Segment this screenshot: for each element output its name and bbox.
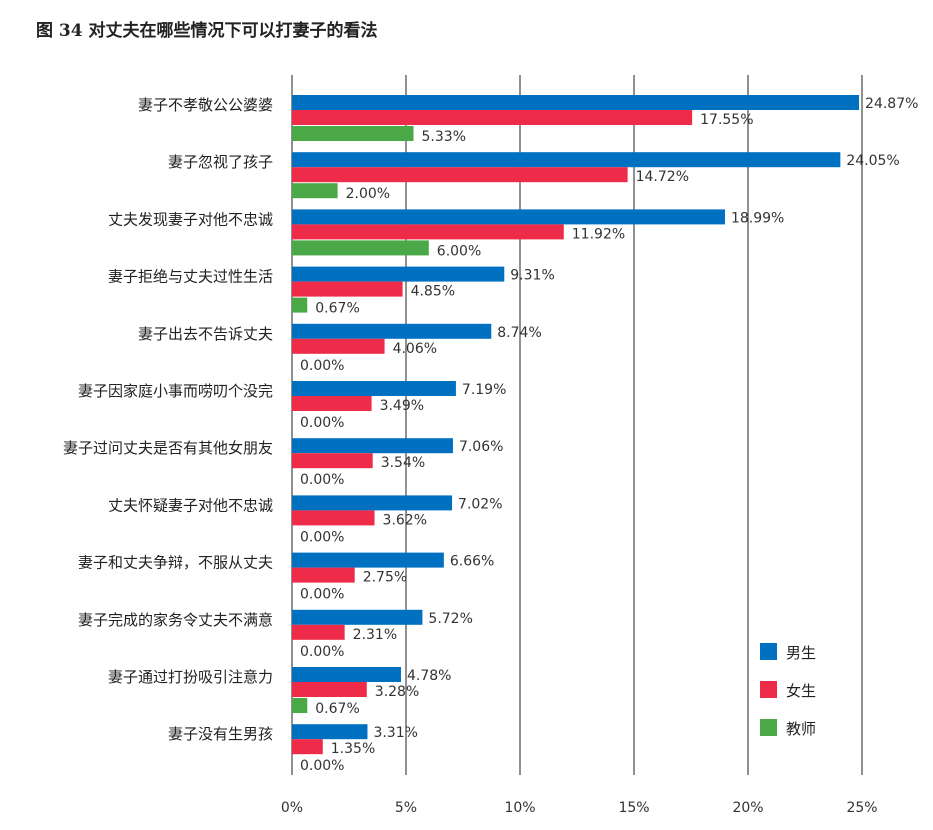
data-label: 0.00% [300, 472, 344, 488]
bar-教师 [292, 183, 338, 199]
legend-swatch [760, 719, 777, 736]
data-label: 6.66% [450, 554, 494, 570]
category-label: 妻子拒绝与丈夫过性生活 [108, 268, 273, 286]
bar-女生 [292, 682, 367, 697]
bar-男生 [292, 209, 725, 225]
data-label: 24.05% [846, 153, 899, 169]
data-label: 4.06% [393, 341, 437, 357]
bar-男生 [292, 667, 401, 682]
legend-label: 教师 [786, 720, 816, 738]
data-label: 0.00% [300, 644, 344, 660]
data-label: 9.31% [510, 268, 554, 284]
x-tick-label: 15% [618, 800, 649, 816]
category-label: 妻子完成的家务令丈夫不满意 [78, 611, 273, 629]
legend-label: 女生 [786, 682, 816, 700]
category-label: 妻子和丈夫争辩，不服从丈夫 [78, 554, 273, 572]
bar-教师 [292, 126, 414, 141]
category-label: 妻子忽视了孩子 [168, 153, 273, 171]
data-label: 4.78% [407, 668, 451, 684]
chart-title: 图 34 对丈夫在哪些情况下可以打妻子的看法 [36, 21, 378, 41]
data-label: 8.74% [497, 325, 541, 341]
data-label: 2.75% [363, 570, 407, 586]
bar-男生 [292, 724, 368, 740]
bar-女生 [292, 510, 375, 526]
bar-女生 [292, 567, 355, 583]
bar-女生 [292, 110, 693, 125]
data-label: 0.00% [300, 529, 344, 545]
bar-女生 [292, 281, 403, 297]
bar-教师 [292, 297, 308, 313]
data-label: 2.31% [353, 627, 397, 643]
data-label: 11.92% [572, 226, 625, 242]
data-label: 0.00% [300, 415, 344, 431]
data-label: 7.19% [462, 382, 506, 398]
x-tick-label: 5% [395, 800, 417, 816]
category-label: 妻子通过打扮吸引注意力 [108, 668, 273, 686]
data-label: 2.00% [346, 186, 390, 202]
bar-男生 [292, 152, 841, 168]
category-label: 妻子不孝敬公公婆婆 [138, 96, 273, 114]
bar-女生 [292, 396, 372, 411]
bar-男生 [292, 438, 453, 454]
bar-男生 [292, 552, 444, 568]
bar-男生 [292, 323, 492, 339]
data-label: 4.85% [411, 284, 455, 300]
x-tick-label: 20% [732, 800, 763, 816]
category-label: 丈夫发现妻子对他不忠诚 [108, 210, 273, 228]
data-label: 14.72% [636, 169, 689, 185]
bar-女生 [292, 453, 373, 469]
legend-label: 男生 [786, 644, 816, 662]
data-label: 5.33% [422, 129, 466, 145]
data-label: 7.06% [459, 439, 503, 455]
data-label: 3.28% [375, 684, 419, 700]
data-label: 7.02% [458, 496, 502, 512]
data-label: 18.99% [731, 210, 784, 226]
legend-swatch [760, 681, 777, 698]
x-tick-label: 10% [504, 800, 535, 816]
data-label: 17.55% [700, 112, 753, 128]
data-label: 1.35% [331, 741, 375, 757]
category-label: 丈夫怀疑妻子对他不忠诚 [108, 496, 273, 514]
data-label: 3.31% [373, 725, 417, 741]
x-tick-label: 25% [846, 800, 877, 816]
data-label: 0.00% [300, 587, 344, 603]
data-label: 0.67% [315, 301, 359, 317]
bar-教师 [292, 698, 308, 713]
bar-女生 [292, 338, 385, 354]
bar-女生 [292, 167, 628, 183]
bar-男生 [292, 381, 456, 396]
x-tick-label: 0% [281, 800, 303, 816]
category-label: 妻子没有生男孩 [168, 725, 273, 743]
data-label: 0.00% [300, 758, 344, 774]
category-label: 妻子出去不告诉丈夫 [138, 325, 273, 343]
category-label: 妻子过问丈夫是否有其他女朋友 [63, 439, 273, 457]
data-label: 3.62% [383, 512, 427, 528]
bar-男生 [292, 495, 453, 511]
data-label: 0.00% [300, 358, 344, 374]
data-label: 3.49% [380, 398, 424, 414]
bar-女生 [292, 624, 345, 640]
bar-男生 [292, 609, 423, 625]
legend-swatch [760, 643, 777, 660]
bar-男生 [292, 95, 860, 110]
data-label: 3.54% [381, 455, 425, 471]
data-label: 0.67% [315, 701, 359, 717]
data-label: 24.87% [865, 96, 918, 112]
bar-教师 [292, 240, 429, 256]
data-label: 6.00% [437, 243, 481, 259]
category-label: 妻子因家庭小事而唠叨个没完 [78, 382, 273, 400]
bar-女生 [292, 224, 564, 240]
bar-男生 [292, 266, 505, 282]
bar-女生 [292, 739, 323, 755]
data-label: 5.72% [428, 611, 472, 627]
